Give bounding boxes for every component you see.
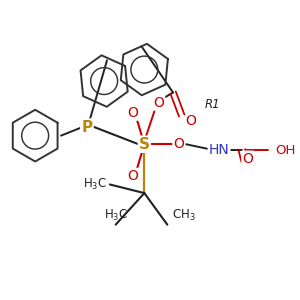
Text: O: O	[153, 96, 164, 110]
Text: O: O	[242, 152, 253, 166]
Text: OH: OH	[275, 143, 296, 157]
Text: O: O	[128, 169, 138, 183]
Text: O: O	[173, 137, 184, 151]
Text: O: O	[128, 106, 138, 120]
Text: S: S	[139, 137, 150, 152]
Text: O: O	[185, 114, 196, 128]
Text: $\mathregular{CH_3}$: $\mathregular{CH_3}$	[172, 208, 195, 223]
Text: $\mathregular{H_3C}$: $\mathregular{H_3C}$	[103, 208, 128, 223]
Text: HN: HN	[209, 143, 230, 157]
Text: $\mathregular{H_3C}$: $\mathregular{H_3C}$	[83, 177, 107, 192]
Text: R1: R1	[205, 98, 220, 110]
Text: P: P	[81, 119, 92, 134]
